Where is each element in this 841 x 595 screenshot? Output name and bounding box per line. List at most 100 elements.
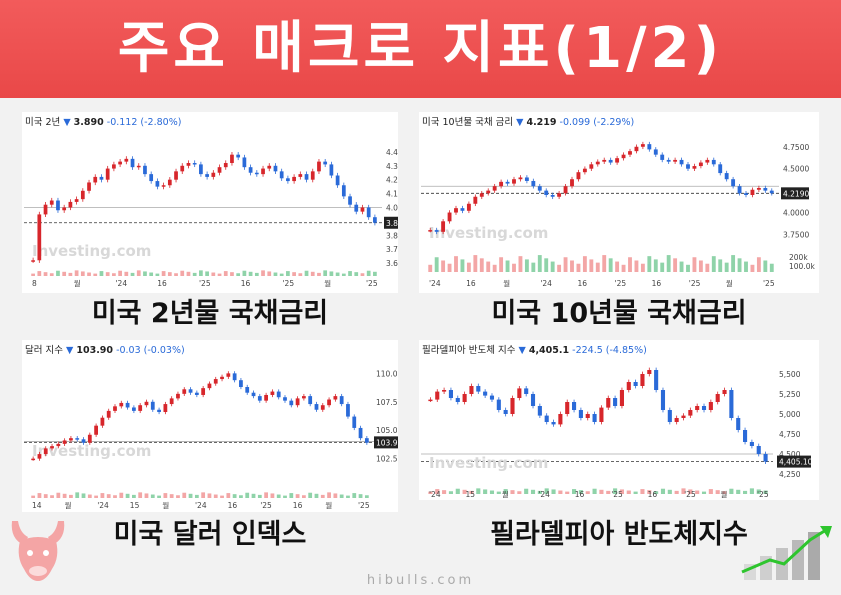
volume-bar [698,260,703,272]
x-tick-label: 16 [575,490,585,499]
volume-bar [310,271,315,276]
x-tick-label: '24 [429,490,441,499]
candle [143,165,147,175]
volume-bar [621,264,626,272]
volume-bar [205,271,209,276]
volume-bar [711,256,716,272]
candle [602,159,607,162]
volume-bar [283,495,287,498]
x-tick-label: 16 [228,501,238,510]
volume-bar [589,259,594,272]
candle [169,398,174,405]
instrument-change: -0.112 (-2.80%) [106,117,182,128]
candle [270,391,275,395]
candle [705,159,710,163]
y-tick-label: 4.2000 [386,176,398,185]
volume-bar [647,490,652,494]
candle [157,409,161,413]
volume-bar [428,264,433,272]
candle [640,374,645,386]
volume-bar [327,492,331,498]
x-tick-label: '25 [611,490,623,499]
candle [213,379,218,384]
instrument-change: -224.5 (-4.85%) [572,345,647,356]
volume-bar [50,495,54,498]
y-tick-label: 3.8000 [386,231,398,240]
volume-bar [352,493,357,498]
chart-caption: 필라델피아 반도체지수 [490,519,748,550]
candle [341,185,346,197]
candle [595,161,600,165]
volume-bar [373,271,377,276]
candle [327,399,331,406]
candle [302,396,306,399]
volume-bar [705,263,710,272]
candle [310,171,315,180]
candle [589,164,594,169]
candle [517,388,522,398]
candle [118,161,122,165]
candlestick-chart: Investing.com5,5005,2505,0004,7504,5004,… [421,367,813,499]
candle [462,394,467,402]
candle [489,395,495,400]
y-tick-label: 4.4000 [386,148,398,157]
candle [339,396,344,405]
volume-bar [640,489,645,494]
volume-bar [232,494,237,498]
volume-bar [512,263,516,272]
x-tick-label: 16 [466,279,476,288]
y-tick-label: 5,500 [779,370,801,379]
candle [634,146,639,152]
candle [469,386,474,394]
candle [524,388,529,394]
candle [466,203,471,211]
candle [448,390,453,398]
volume-bar [613,488,618,494]
instrument-price: 3.890 [73,117,104,128]
candle [239,380,243,388]
candle [647,370,652,374]
down-arrow-icon: ▼ [66,345,74,356]
candle [119,402,124,407]
candle [360,207,365,212]
y-tick-label: 4.1000 [386,190,398,199]
candle [510,398,515,414]
volume-bar [595,262,600,272]
candle [558,414,563,425]
candle [113,406,117,411]
down-arrow-icon: ▼ [63,117,71,128]
candle [295,398,300,406]
candle [150,401,155,410]
candle [31,458,36,461]
volume-bar [94,495,98,498]
candle [298,174,303,177]
volume-bar [510,490,515,494]
volume-bar [136,270,141,276]
candle [251,392,256,397]
volume-bar [615,261,620,272]
volume-bar [366,270,371,276]
candle [348,196,352,205]
volume-bar [524,259,529,272]
candle [352,416,357,428]
candle [640,144,645,147]
volume-bar [715,490,720,494]
candle [308,396,313,405]
volume-bar [308,492,313,498]
volume-bar [31,495,36,498]
volume-bar [80,271,85,276]
volume-bar [62,271,67,276]
candle [161,185,166,187]
volume-bar [679,261,684,272]
volume-bar [267,271,272,276]
instrument-name: 미국 2년 [25,117,61,128]
volume-bar [455,488,460,494]
volume-bar [517,491,522,494]
volume-bar [273,272,278,276]
bull-logo-icon [11,521,65,581]
volume-bar [582,256,587,272]
candle [428,399,433,402]
y-tick-label: 4,250 [779,470,801,479]
volume-axis-label: 100.0k [789,262,815,271]
volume-bar [434,257,439,272]
